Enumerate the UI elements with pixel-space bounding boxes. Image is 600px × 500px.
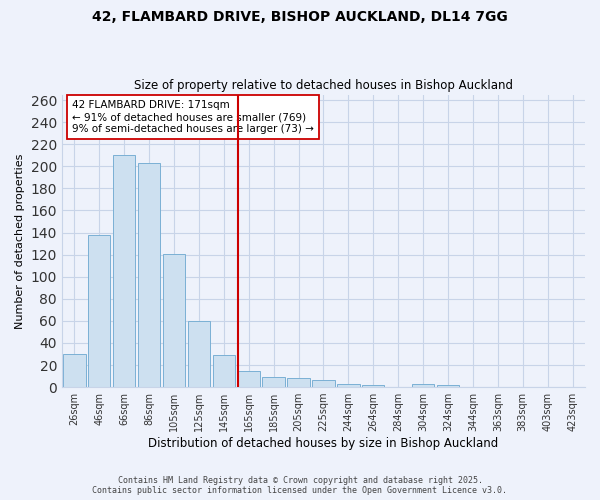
Bar — [312, 380, 335, 387]
Bar — [88, 234, 110, 387]
Bar — [262, 377, 285, 387]
Bar — [113, 156, 136, 387]
Bar — [287, 378, 310, 387]
Bar — [63, 354, 86, 387]
Y-axis label: Number of detached properties: Number of detached properties — [15, 153, 25, 328]
Bar — [212, 355, 235, 387]
Text: 42, FLAMBARD DRIVE, BISHOP AUCKLAND, DL14 7GG: 42, FLAMBARD DRIVE, BISHOP AUCKLAND, DL1… — [92, 10, 508, 24]
Bar — [188, 321, 210, 387]
Bar — [437, 385, 459, 387]
Bar — [362, 385, 385, 387]
Text: 42 FLAMBARD DRIVE: 171sqm
← 91% of detached houses are smaller (769)
9% of semi-: 42 FLAMBARD DRIVE: 171sqm ← 91% of detac… — [73, 100, 314, 134]
Bar — [138, 163, 160, 387]
X-axis label: Distribution of detached houses by size in Bishop Auckland: Distribution of detached houses by size … — [148, 437, 499, 450]
Bar — [238, 370, 260, 387]
Bar — [412, 384, 434, 387]
Text: Contains HM Land Registry data © Crown copyright and database right 2025.
Contai: Contains HM Land Registry data © Crown c… — [92, 476, 508, 495]
Bar — [163, 254, 185, 387]
Title: Size of property relative to detached houses in Bishop Auckland: Size of property relative to detached ho… — [134, 79, 513, 92]
Bar — [337, 384, 359, 387]
